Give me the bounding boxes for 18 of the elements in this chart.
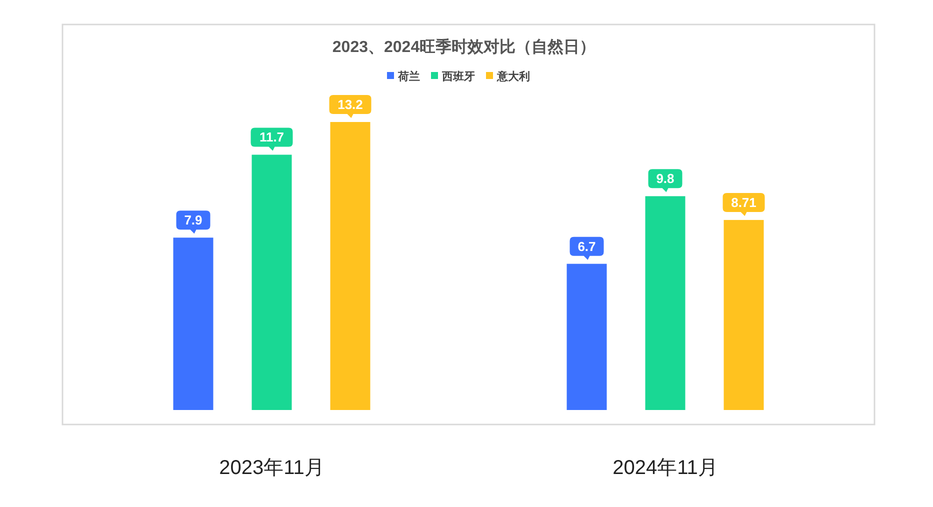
- bar: [330, 122, 370, 410]
- bar: [173, 238, 214, 410]
- data-label: 9.8: [656, 171, 674, 186]
- legend-label: 西班牙: [441, 70, 475, 83]
- data-label: 8.71: [731, 194, 756, 210]
- bar: [252, 154, 292, 410]
- bar: [566, 264, 607, 410]
- legend-label: 荷兰: [397, 70, 420, 83]
- bar: [724, 220, 764, 410]
- data-label: 7.9: [184, 212, 202, 228]
- chart-title: 2023、2024旺季时效对比（自然日）: [332, 38, 596, 56]
- legend-label: 意大利: [496, 70, 530, 83]
- bar: [645, 196, 686, 410]
- data-label: 11.7: [259, 130, 284, 145]
- x-tick-label: 2024年11月: [612, 457, 718, 479]
- data-label: 13.2: [338, 97, 363, 112]
- data-label: 6.7: [578, 238, 596, 254]
- x-tick-label: 2023年11月: [219, 457, 324, 479]
